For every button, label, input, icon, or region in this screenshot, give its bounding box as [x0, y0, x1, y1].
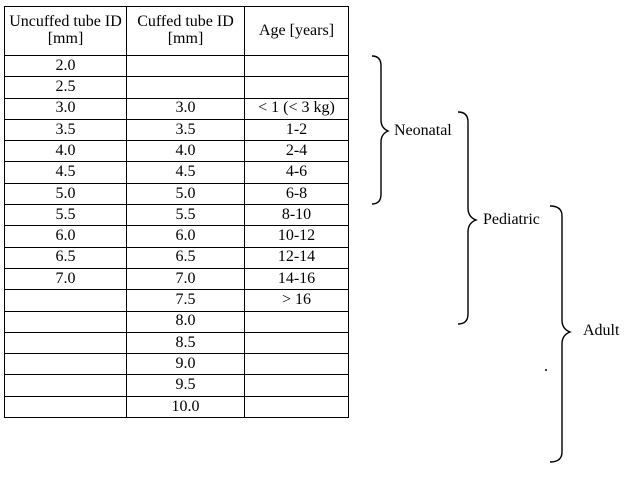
table-cell — [244, 395, 349, 419]
table-header: Uncuffed tube ID [mm] Cuffed tube ID [mm]… — [4, 6, 349, 56]
column-header: Age [years] — [244, 6, 349, 56]
table-cell: 6.5 — [4, 246, 127, 269]
table-cell: 3.5 — [126, 118, 245, 142]
column-header: Uncuffed tube ID [mm] — [4, 6, 127, 56]
table-row: 5.0 5.0 6-8 — [4, 182, 349, 206]
table-row: 9.0 — [4, 353, 349, 376]
table-row: 6.5 6.5 12-14 — [4, 246, 349, 269]
pediatric-label: Pediatric — [483, 211, 540, 228]
table-cell: 4.5 — [4, 161, 127, 184]
table-row: 2.0 — [4, 54, 349, 78]
table-body: 2.0 2.5 3.0 3.0 < 1 (< 3 kg) 3.5 3.5 1-2 4.0 4.0 2… — [4, 54, 349, 419]
table-cell: 7.0 — [4, 267, 127, 291]
table-row: 3.5 3.5 1-2 — [4, 118, 349, 142]
table-cell: 7.5 — [126, 289, 245, 312]
tube-size-table: Uncuffed tube ID [mm] Cuffed tube ID [mm]… — [4, 6, 349, 419]
table-cell: < 1 (< 3 kg) — [244, 97, 349, 120]
neonatal-label: Neonatal — [394, 122, 452, 139]
column-header: Cuffed tube ID [mm] — [126, 6, 245, 56]
table-row: 7.0 7.0 14-16 — [4, 267, 349, 291]
table-cell: 8-10 — [244, 204, 349, 227]
speck — [545, 369, 547, 371]
adult-bracket — [549, 205, 572, 463]
pediatric-bracket — [457, 111, 478, 325]
table-cell: 12-14 — [244, 246, 349, 269]
table-cell: > 16 — [244, 289, 349, 312]
table-row: 8.0 — [4, 310, 349, 333]
table-cell: 5.0 — [4, 182, 127, 206]
neonatal-bracket — [371, 55, 390, 205]
table-row: 3.0 3.0 < 1 (< 3 kg) — [4, 97, 349, 120]
adult-label: Adult — [583, 322, 620, 339]
table-cell: 4.0 — [126, 140, 245, 163]
table-row: 2.5 — [4, 76, 349, 99]
table-row: 5.5 5.5 8-10 — [4, 204, 349, 227]
table-row: 6.0 6.0 10-12 — [4, 225, 349, 248]
table-row: 7.5 > 16 — [4, 289, 349, 312]
table-cell: 2-4 — [244, 140, 349, 163]
table-cell: 6.0 — [126, 225, 245, 248]
header-row: Uncuffed tube ID [mm] Cuffed tube ID [mm]… — [4, 6, 349, 56]
table-cell: 14-16 — [244, 267, 349, 291]
table-row: 4.0 4.0 2-4 — [4, 140, 349, 163]
table-row: 10.0 — [4, 395, 349, 419]
